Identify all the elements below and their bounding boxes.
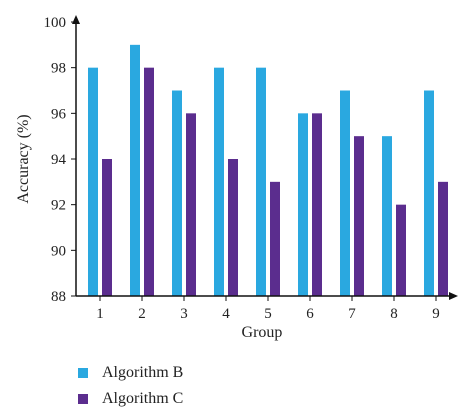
y-tick-label: 96 bbox=[51, 106, 67, 122]
bar-algorithm-b-group-2 bbox=[130, 44, 140, 297]
bar-algorithm-c-group-9 bbox=[438, 181, 448, 296]
x-axis-title: Group bbox=[242, 324, 283, 341]
y-ticks-group: 88 90 92 94 96 98 100 bbox=[44, 15, 76, 305]
legend: Algorithm B Algorithm C bbox=[78, 360, 183, 412]
bar-algorithm-b-group-6 bbox=[298, 113, 308, 296]
bar-algorithm-c-group-4 bbox=[228, 159, 238, 296]
legend-label-algorithm-c: Algorithm C bbox=[102, 390, 184, 407]
legend-label-algorithm-b: Algorithm B bbox=[102, 364, 184, 381]
legend-swatch-algorithm-c bbox=[78, 394, 88, 404]
y-axis-title: Accuracy (%) bbox=[15, 114, 32, 203]
bar-algorithm-b-group-7 bbox=[340, 90, 350, 296]
x-tick-label: 4 bbox=[222, 306, 230, 322]
x-tick-label: 1 bbox=[96, 306, 104, 322]
bar-algorithm-c-group-7 bbox=[354, 136, 364, 296]
bar-algorithm-b-group-8 bbox=[382, 136, 392, 296]
y-tick-label: 88 bbox=[51, 289, 66, 305]
x-tick-label: 5 bbox=[264, 306, 272, 322]
x-tick-label: 8 bbox=[390, 306, 398, 322]
bar-algorithm-c-group-8 bbox=[396, 204, 406, 296]
bar-algorithm-c-group-3 bbox=[186, 113, 196, 296]
y-tick-label: 90 bbox=[51, 243, 66, 259]
x-axis-arrow-icon bbox=[449, 292, 458, 300]
bar-algorithm-c-group-1 bbox=[102, 159, 112, 296]
bar-chart: 88 90 92 94 96 98 100 1 2 3 4 5 6 7 8 9 Group Accuracy… bbox=[15, 15, 458, 341]
x-tick-label: 6 bbox=[306, 306, 314, 322]
x-tick-label: 7 bbox=[348, 306, 356, 322]
bar-algorithm-c-group-5 bbox=[270, 181, 280, 296]
bar-algorithm-b-group-9 bbox=[424, 90, 434, 296]
bar-algorithm-b-group-5 bbox=[256, 67, 266, 297]
x-tick-label: 3 bbox=[180, 306, 188, 322]
bar-algorithm-b-group-3 bbox=[172, 90, 182, 296]
bar-algorithm-c-group-6 bbox=[312, 113, 322, 296]
bar-algorithm-b-group-1 bbox=[88, 67, 98, 297]
x-tick-label: 2 bbox=[138, 306, 146, 322]
x-ticks-group: 1 2 3 4 5 6 7 8 9 bbox=[96, 296, 440, 322]
y-tick-label: 98 bbox=[51, 61, 66, 77]
legend-item-algorithm-b: Algorithm B bbox=[78, 360, 183, 386]
bars-group bbox=[88, 44, 448, 297]
bar-algorithm-b-group-4 bbox=[214, 67, 224, 297]
bar-algorithm-c-group-2 bbox=[144, 67, 154, 297]
y-tick-label: 100 bbox=[44, 15, 67, 31]
y-axis-arrow-icon bbox=[72, 15, 80, 24]
legend-item-algorithm-c: Algorithm C bbox=[78, 386, 183, 412]
y-tick-label: 92 bbox=[51, 198, 66, 214]
x-tick-label: 9 bbox=[432, 306, 440, 322]
legend-swatch-algorithm-b bbox=[78, 368, 88, 378]
y-tick-label: 94 bbox=[51, 152, 67, 168]
